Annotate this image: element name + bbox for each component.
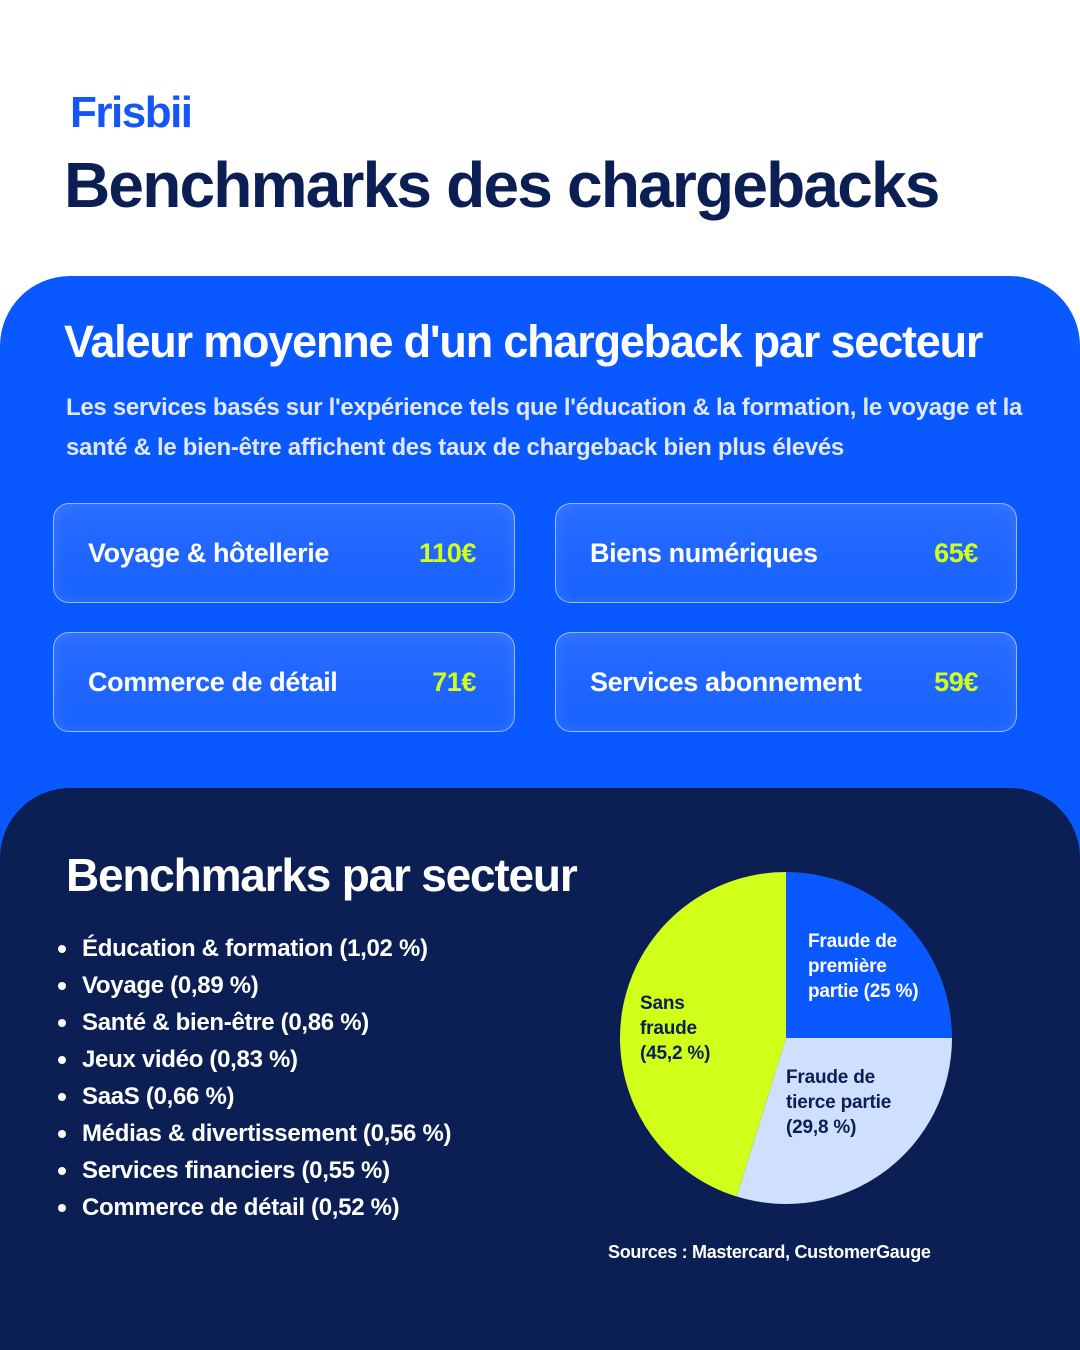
- list-item: Voyage (0,89 %): [56, 967, 476, 1004]
- value-card-amount: 110€: [419, 537, 476, 568]
- list-item: Médias & divertissement (0,56 %): [56, 1115, 476, 1152]
- value-card-digital-goods: Biens numériques 65€: [555, 503, 1017, 603]
- pie-label-third-party-fraud: Fraude de tierce partie (29,8 %): [786, 1067, 892, 1138]
- value-card-label: Services abonnement: [590, 666, 862, 697]
- list-item: SaaS (0,66 %): [56, 1078, 476, 1115]
- pie-label-first-party-fraud: Fraude de première partie (25 %): [808, 931, 919, 1002]
- value-card-subscription: Services abonnement 59€: [555, 632, 1017, 732]
- average-value-description: Les services basés sur l'expérience tels…: [66, 394, 1023, 461]
- pie-slice-no-fraud: [619, 872, 786, 1197]
- value-card-amount: 59€: [934, 666, 978, 697]
- pie-slice-first-party-fraud: [786, 872, 952, 1038]
- pie-slice-third-party-fraud: [736, 1038, 952, 1205]
- value-card-label: Commerce de détail: [88, 666, 338, 697]
- list-item: Éducation & formation (1,02 %): [56, 930, 476, 967]
- list-item: Jeux vidéo (0,83 %): [56, 1041, 476, 1078]
- value-card-label: Voyage & hôtellerie: [88, 537, 329, 568]
- value-card-travel: Voyage & hôtellerie 110€: [53, 503, 515, 603]
- page-title: Benchmarks des chargebacks: [64, 149, 940, 221]
- list-item: Services financiers (0,55 %): [56, 1152, 476, 1189]
- list-item: Commerce de détail (0,52 %): [56, 1189, 476, 1226]
- fraud-pie-chart: [619, 872, 952, 1205]
- value-card-amount: 65€: [934, 537, 978, 568]
- benchmarks-title: Benchmarks par secteur: [66, 849, 578, 901]
- value-card-label: Biens numériques: [590, 537, 818, 568]
- sources-note: Sources : Mastercard, CustomerGauge: [608, 1242, 931, 1262]
- value-card-retail: Commerce de détail 71€: [53, 632, 515, 732]
- pie-label-no-fraud: Sans fraude (45,2 %): [640, 993, 711, 1064]
- list-item: Santé & bien-être (0,86 %): [56, 1004, 476, 1041]
- average-value-panel: [0, 276, 1080, 856]
- value-card-amount: 71€: [432, 666, 476, 697]
- benchmarks-list: Éducation & formation (1,02 %) Voyage (0…: [56, 930, 476, 1226]
- brand-logo: Frisbii: [70, 88, 193, 137]
- average-value-title: Valeur moyenne d'un chargeback par secte…: [64, 316, 983, 367]
